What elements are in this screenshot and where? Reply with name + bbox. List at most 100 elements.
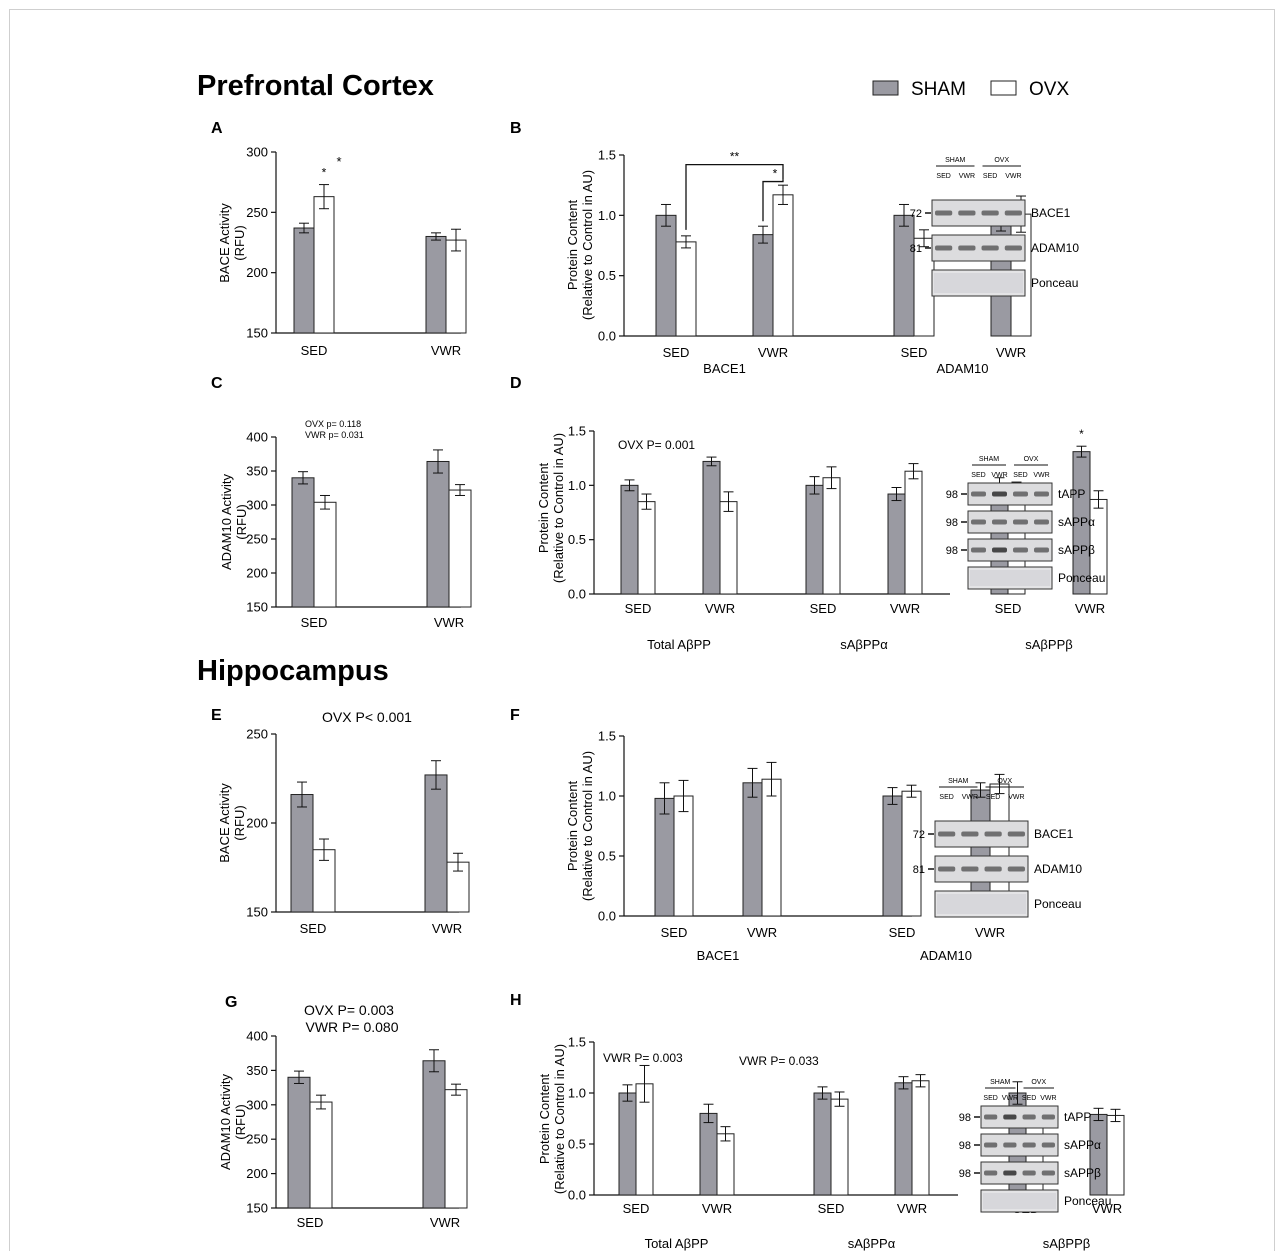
significance-bracket-label: *: [773, 167, 778, 181]
blot-header-label: OVX: [997, 778, 1012, 785]
bar-sham-sed: [620, 484, 639, 595]
x-supergroup-label: BACE1: [703, 361, 746, 376]
blot-molecular-weight: 98: [959, 1168, 971, 1180]
x-supergroup-label: ADAM10: [920, 948, 972, 963]
blot-band: [1013, 491, 1028, 497]
blot-band-label: sAPPα: [1058, 515, 1095, 529]
bar-sham-sed: [618, 1092, 637, 1196]
significance-bracket: [685, 164, 784, 230]
y-tick-label: 300: [246, 145, 268, 160]
y-axis-title-line: (RFU): [234, 504, 249, 539]
blot-band-label: Ponceau: [1064, 1194, 1111, 1208]
y-axis-title: ADAM10 Activity(RFU): [218, 1073, 248, 1170]
y-axis-title-line: Protein Content: [536, 462, 551, 553]
y-axis-title-line: (RFU): [232, 805, 247, 840]
x-category-label: VWR: [430, 1215, 460, 1230]
blot-lane-label: SED: [939, 794, 953, 801]
panel-e: E 150 200 250 BACE Activity(RFU) SED VWR OVX P<…: [211, 707, 470, 936]
bar-ovx-sed: [830, 1098, 849, 1196]
blot-lane-label: VWR: [1040, 1095, 1056, 1102]
blot-band: [984, 1170, 998, 1176]
y-axis-title: BACE Activity(RFU): [217, 203, 247, 283]
y-tick-label: 0.0: [568, 1188, 586, 1203]
blot-header-label: SHAM: [979, 456, 999, 463]
x-category-label: SED: [818, 1201, 845, 1216]
legend-swatch-sham: [872, 80, 899, 96]
blot-molecular-weight: 81: [913, 864, 925, 876]
panel-g: G 150 200 250 300 350 400 ADAM10 Activity(RFU) S…: [218, 994, 468, 1230]
blot-band: [935, 245, 953, 251]
y-axis-title-line: BACE Activity: [217, 783, 232, 863]
bar-sham-sed: [893, 214, 915, 337]
bar-ovx-vwr: [1106, 1114, 1125, 1196]
significance-bracket: [762, 179, 784, 222]
blot-band: [1034, 547, 1049, 553]
y-axis-title: Protein Content(Relative to Control in A…: [565, 751, 595, 901]
bar-ovx-vwr: [719, 501, 738, 595]
x-category-label: SED: [663, 345, 690, 360]
y-tick-label: 1.5: [598, 729, 616, 744]
y-axis-title-line: (Relative to Control in AU): [552, 1044, 567, 1194]
blot-lane-label: VWR: [1002, 1095, 1018, 1102]
blot-molecular-weight: 98: [959, 1112, 971, 1124]
blot-band: [1004, 245, 1022, 251]
figure-frame: [9, 9, 1275, 1251]
blot-strip-sappα: [980, 1133, 1059, 1157]
bar-ovx-sed: [822, 477, 841, 595]
x-supergroup-label: Total AβPP: [645, 1236, 709, 1251]
y-tick-label: 200: [246, 1166, 268, 1181]
x-supergroup-label: sAβPPβ: [1043, 1236, 1090, 1251]
y-tick-label: 1.0: [598, 789, 616, 804]
y-axis-title: Protein Content(Relative to Control in A…: [565, 170, 595, 320]
y-tick-label: 0.0: [598, 329, 616, 344]
blot-header-label: SHAM: [990, 1079, 1010, 1086]
blot-molecular-weight: 72: [913, 829, 925, 841]
y-axis-title-line: ADAM10 Activity: [219, 473, 234, 570]
western-blot: SHAM OVX SED VWR SED VWR 98 tAPP 98 sAPPα 98 sAPPβ P…: [946, 456, 1105, 590]
panel-letter-e: E: [211, 707, 222, 724]
stat-annotation: VWR P= 0.033: [739, 1054, 819, 1068]
bar-ovx-vwr: [772, 194, 794, 337]
blot-band: [961, 831, 979, 837]
blot-ponceau-stain: [970, 570, 1050, 586]
bar-ovx-sed: [309, 1101, 333, 1209]
blot-band: [1041, 1114, 1055, 1120]
blot-band: [1022, 1142, 1036, 1148]
x-supergroup-label: sAβPPβ: [1025, 637, 1072, 652]
y-tick-label: 1.5: [568, 1035, 586, 1050]
panel-letter-b: B: [510, 120, 522, 137]
x-category-label: VWR: [996, 345, 1026, 360]
y-tick-label: 350: [246, 464, 268, 479]
blot-band: [984, 831, 1002, 837]
x-category-label: VWR: [705, 601, 735, 616]
blot-header-label: OVX: [1031, 1079, 1046, 1086]
x-category-label: VWR: [702, 1201, 732, 1216]
blot-band: [958, 245, 976, 251]
blot-band: [1003, 1170, 1017, 1176]
bar-ovx-sed: [637, 501, 656, 595]
stat-annotation: VWR P= 0.080: [306, 1019, 399, 1035]
blot-band: [1013, 519, 1028, 525]
section-title-hip: Hippocampus: [197, 655, 389, 687]
bar-ovx-vwr: [761, 778, 782, 917]
y-axis-title-line: (Relative to Control in AU): [551, 433, 566, 583]
y-tick-label: 1.5: [568, 424, 586, 439]
blot-band: [971, 519, 986, 525]
y-tick-label: 200: [246, 265, 268, 280]
blot-band: [971, 547, 986, 553]
legend-label-ovx: OVX: [1029, 79, 1069, 100]
bar-ovx-vwr: [911, 1080, 930, 1196]
stat-annotation: OVX P= 0.003: [304, 1002, 394, 1018]
blot-molecular-weight: 72: [910, 208, 922, 220]
blot-band: [1007, 831, 1025, 837]
y-tick-label: 1.5: [598, 148, 616, 163]
x-category-label: VWR: [432, 921, 462, 936]
blot-band-label: sAPPα: [1064, 1138, 1101, 1152]
x-supergroup-label: sAβPPα: [848, 1236, 896, 1251]
panel-a: A 150 200 250 300 BACE Activity(RFU) SED VWR * *: [211, 120, 467, 358]
blot-band-label: Ponceau: [1031, 276, 1078, 290]
x-category-label: SED: [995, 601, 1022, 616]
y-axis-title-line: (RFU): [232, 225, 247, 260]
blot-lane-label: SED: [1013, 472, 1027, 479]
bar-sham-sed: [882, 795, 903, 917]
